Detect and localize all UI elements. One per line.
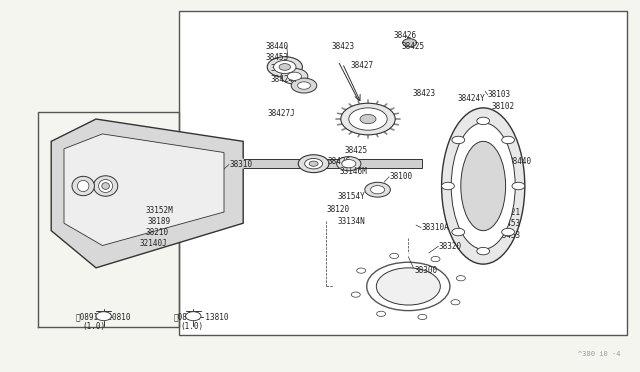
Circle shape <box>452 228 465 236</box>
Text: 38210: 38210 <box>146 228 169 237</box>
Ellipse shape <box>365 182 390 197</box>
Ellipse shape <box>102 183 109 189</box>
Text: 38426: 38426 <box>394 31 417 40</box>
Ellipse shape <box>298 155 329 173</box>
Text: ⓗ08915-13810: ⓗ08915-13810 <box>174 312 230 321</box>
Text: 38300: 38300 <box>415 266 438 275</box>
Circle shape <box>502 228 515 236</box>
Circle shape <box>477 117 490 125</box>
Circle shape <box>477 247 490 255</box>
Ellipse shape <box>349 108 387 130</box>
Text: 33152M: 33152M <box>146 206 173 215</box>
Text: 38453: 38453 <box>266 53 289 62</box>
Ellipse shape <box>291 78 317 93</box>
Bar <box>243 159 422 168</box>
Text: 38423: 38423 <box>413 89 436 98</box>
Circle shape <box>186 312 201 321</box>
Polygon shape <box>51 119 243 268</box>
Ellipse shape <box>93 176 118 196</box>
Text: 38453: 38453 <box>498 219 521 228</box>
Text: 38425: 38425 <box>344 146 367 155</box>
Circle shape <box>96 312 111 321</box>
Ellipse shape <box>367 262 450 311</box>
Ellipse shape <box>99 180 113 193</box>
Ellipse shape <box>287 72 301 80</box>
Circle shape <box>456 276 465 281</box>
Text: ^380 i0 ·4: ^380 i0 ·4 <box>579 351 621 357</box>
Ellipse shape <box>274 61 296 74</box>
Ellipse shape <box>72 176 95 196</box>
Text: 38427J: 38427J <box>268 109 295 118</box>
Text: 38440: 38440 <box>266 42 289 51</box>
Ellipse shape <box>268 57 303 77</box>
Circle shape <box>376 311 385 317</box>
Text: 33146M: 33146M <box>339 167 367 176</box>
Circle shape <box>431 256 440 262</box>
Text: 38102: 38102 <box>492 102 515 110</box>
Text: 38426: 38426 <box>328 157 351 166</box>
Circle shape <box>390 253 399 259</box>
Ellipse shape <box>305 158 323 169</box>
Ellipse shape <box>279 64 291 70</box>
Ellipse shape <box>451 123 515 249</box>
Ellipse shape <box>442 108 525 264</box>
Ellipse shape <box>298 82 310 89</box>
Ellipse shape <box>371 186 385 194</box>
Text: 38189: 38189 <box>147 217 170 226</box>
Ellipse shape <box>281 68 308 84</box>
Text: 38103: 38103 <box>488 90 511 99</box>
Ellipse shape <box>309 161 318 166</box>
Text: (1.0): (1.0) <box>82 322 105 331</box>
Text: ⓗ08911-20810: ⓗ08911-20810 <box>76 312 131 321</box>
Text: 32140J: 32140J <box>140 239 167 248</box>
Circle shape <box>351 292 360 297</box>
Ellipse shape <box>77 180 89 192</box>
Text: 33134N: 33134N <box>337 217 365 226</box>
Circle shape <box>512 182 525 190</box>
Ellipse shape <box>461 141 506 231</box>
Ellipse shape <box>360 115 376 124</box>
Circle shape <box>502 136 515 144</box>
Polygon shape <box>230 159 243 168</box>
Text: 38453: 38453 <box>270 64 293 73</box>
Text: 38120: 38120 <box>326 205 349 214</box>
Circle shape <box>356 268 365 273</box>
Text: 38440: 38440 <box>509 157 532 166</box>
Ellipse shape <box>376 268 440 305</box>
Bar <box>179 11 627 335</box>
Circle shape <box>451 300 460 305</box>
Text: 38453: 38453 <box>498 231 521 240</box>
Circle shape <box>442 182 454 190</box>
Text: 38427: 38427 <box>351 61 374 70</box>
Text: 38154Y: 38154Y <box>338 192 365 201</box>
Ellipse shape <box>340 103 396 135</box>
Circle shape <box>452 136 465 144</box>
Ellipse shape <box>337 157 361 171</box>
Text: 38421: 38421 <box>498 208 521 217</box>
Text: 38424Y: 38424Y <box>270 76 298 84</box>
Text: 38310A: 38310A <box>421 223 449 232</box>
Circle shape <box>418 314 427 320</box>
Text: 38320: 38320 <box>438 242 461 251</box>
Text: 38100: 38100 <box>389 172 412 181</box>
Text: 38423: 38423 <box>332 42 355 51</box>
Polygon shape <box>64 134 224 246</box>
Ellipse shape <box>342 160 356 168</box>
Text: (1.0): (1.0) <box>180 322 204 331</box>
Text: 38424Y: 38424Y <box>458 94 485 103</box>
Text: 38310: 38310 <box>229 160 252 169</box>
Ellipse shape <box>403 39 417 47</box>
Text: 38425: 38425 <box>402 42 425 51</box>
